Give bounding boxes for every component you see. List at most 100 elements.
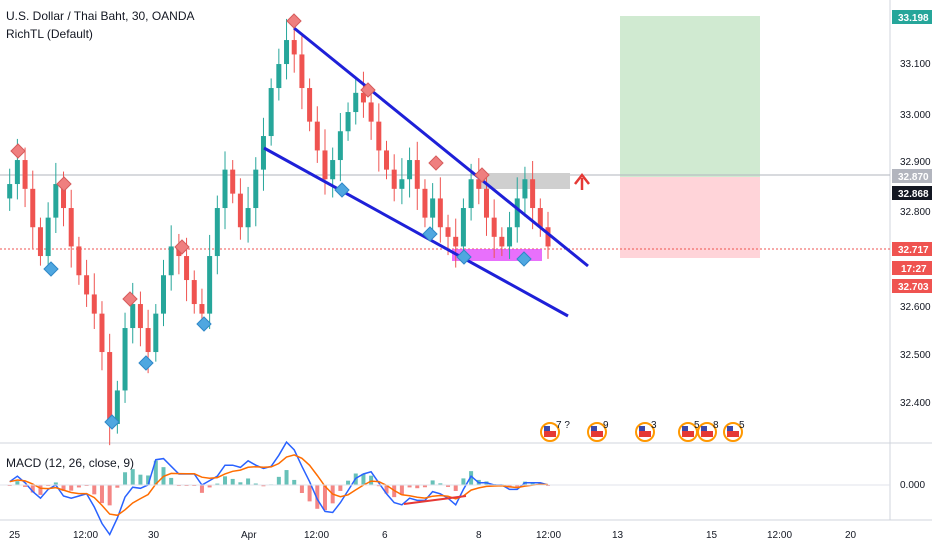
macd-histogram-bar: [422, 485, 427, 488]
macd-histogram-bar: [92, 485, 97, 495]
macd-histogram-bar: [138, 474, 143, 485]
macd-histogram-bar: [469, 471, 474, 485]
target-zone[interactable]: [620, 16, 760, 177]
candle-body: [37, 227, 43, 257]
time-axis[interactable]: 25 12:00 30 Apr 12:00 6 8 12:00 13 15 12…: [9, 530, 857, 541]
channel-lower-line[interactable]: [263, 146, 569, 318]
macd-histogram-bar: [99, 485, 104, 504]
candle-body: [76, 246, 82, 276]
indicator-label[interactable]: RichTL (Default): [6, 27, 93, 41]
flag-canton: [701, 426, 707, 431]
macd-histogram-bar: [407, 485, 412, 488]
macd-histogram-bar: [461, 478, 466, 485]
price-tags: 33.198 32.870 32.868 32.717 17:27 32.703: [892, 10, 932, 293]
candle-body: [268, 88, 274, 137]
stop-price-tag: [892, 279, 932, 293]
chart-title[interactable]: U.S. Dollar / Thai Baht, 30, OANDA: [6, 9, 195, 23]
candle-body: [230, 169, 236, 194]
pivot-high-marker: [428, 155, 444, 171]
macd-histogram-bar: [15, 481, 20, 485]
candle-body: [522, 179, 528, 199]
macd-histogram-bar: [530, 482, 535, 485]
candle-body: [460, 208, 466, 247]
candle-body: [330, 160, 336, 180]
macd-histogram-bar: [376, 485, 381, 487]
candle-body: [153, 313, 159, 353]
macd-histogram-bar: [415, 485, 420, 489]
candle-body: [168, 246, 174, 276]
macd-histogram-bar: [315, 485, 320, 509]
macd-histogram-bar: [369, 475, 374, 485]
pivot-low-marker: [104, 414, 120, 430]
candle-body: [414, 160, 420, 189]
macd-histogram-bar: [123, 472, 128, 485]
candle-body: [407, 160, 413, 180]
pivot-high-marker: [174, 239, 190, 255]
flag-icon: [544, 431, 556, 437]
divergence-line[interactable]: [403, 495, 467, 505]
macd-histogram-bar: [299, 485, 304, 493]
flag-icon: [727, 431, 739, 437]
macd-histogram-bar: [215, 483, 220, 485]
candle-body: [314, 121, 320, 151]
y-tick: 32.500: [900, 350, 931, 361]
pivot-high-marker: [286, 13, 302, 29]
pivot-high-marker: [10, 143, 26, 159]
pivot-low-marker: [196, 316, 212, 332]
y-tick: 32.600: [900, 302, 931, 313]
candle-body: [114, 390, 120, 425]
macd-histogram-bar: [223, 476, 228, 485]
pivot-markers: [10, 13, 532, 430]
pivot-low-marker: [43, 261, 59, 277]
event-badge-count: 7 ?: [556, 420, 570, 431]
candle-body: [322, 150, 328, 180]
y-tick: 32.800: [900, 207, 931, 218]
flag-canton: [544, 426, 550, 431]
event-badges[interactable]: 7 ? 9 3 5 8 5: [540, 420, 745, 442]
macd-histogram-bar: [76, 485, 81, 488]
macd-histogram-bar: [430, 480, 435, 485]
macd-histogram-bar: [169, 477, 174, 485]
macd-histogram-bar: [322, 485, 327, 511]
last-price-tag: [892, 242, 932, 256]
event-badge-count: 5: [739, 420, 745, 431]
macd-title[interactable]: MACD (12, 26, close, 9): [6, 456, 134, 470]
candle-body: [499, 236, 505, 247]
candle-body: [45, 217, 51, 257]
candle-body: [445, 227, 451, 237]
macd-histogram-bar: [38, 485, 43, 495]
candle-body: [107, 352, 113, 425]
x-tick: Apr: [241, 530, 257, 541]
macd-histogram-bar: [307, 485, 312, 502]
candle-body: [7, 184, 13, 199]
macd-histogram-bar: [69, 485, 74, 491]
flag-icon: [639, 431, 651, 437]
event-badge-count: 5: [694, 420, 700, 431]
countdown-label: 17:27: [901, 264, 927, 275]
channel-upper-line[interactable]: [293, 26, 589, 268]
candle-body: [253, 169, 259, 209]
candle-body: [276, 64, 282, 89]
candle-body: [68, 208, 74, 247]
candle-body: [191, 280, 197, 305]
x-tick: 6: [382, 530, 388, 541]
candle-body: [91, 294, 97, 314]
price-axis[interactable]: 33.100 33.000 32.900 32.800 32.600 32.50…: [900, 59, 931, 491]
x-tick: 13: [612, 530, 624, 541]
entry-price-label: 32.870: [898, 172, 929, 183]
pivot-low-marker: [456, 249, 472, 265]
stop-zone[interactable]: [620, 177, 760, 258]
macd-histogram-bar: [384, 485, 389, 494]
macd-histogram-bar: [230, 478, 235, 485]
countdown-tag: [892, 261, 932, 275]
pivot-high-marker: [56, 176, 72, 192]
macd-histogram-bar: [153, 460, 158, 485]
candle-body: [537, 208, 543, 228]
event-badge-count: 9: [603, 420, 609, 431]
x-tick: 8: [476, 530, 482, 541]
candle-body: [14, 160, 20, 185]
candle-body: [184, 256, 190, 281]
x-tick: 12:00: [73, 530, 98, 541]
candle-body: [214, 208, 220, 257]
